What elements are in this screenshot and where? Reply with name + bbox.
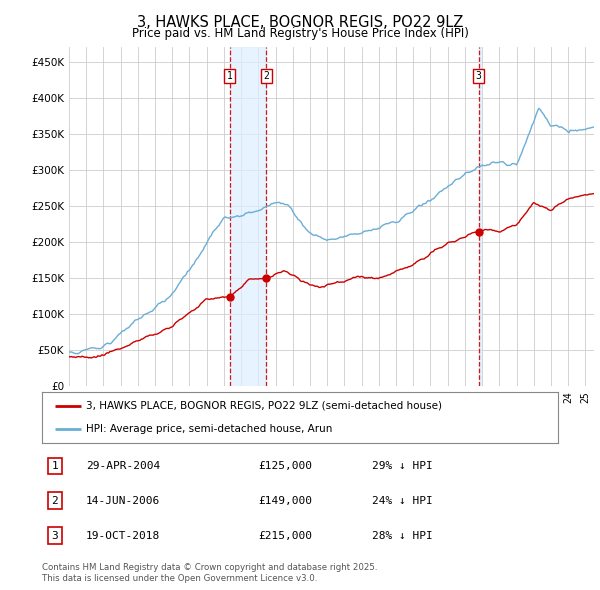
Text: £215,000: £215,000: [259, 531, 313, 540]
Text: £125,000: £125,000: [259, 461, 313, 471]
Text: 3: 3: [52, 531, 58, 540]
Bar: [479, 47, 481, 386]
Text: 29-APR-2004: 29-APR-2004: [86, 461, 160, 471]
Text: 29% ↓ HPI: 29% ↓ HPI: [372, 461, 433, 471]
Text: 2: 2: [263, 71, 269, 81]
Text: 1: 1: [52, 461, 58, 471]
Bar: [230, 47, 266, 386]
Text: 3, HAWKS PLACE, BOGNOR REGIS, PO22 9LZ (semi-detached house): 3, HAWKS PLACE, BOGNOR REGIS, PO22 9LZ (…: [86, 401, 442, 411]
Text: 3: 3: [476, 71, 482, 81]
Text: HPI: Average price, semi-detached house, Arun: HPI: Average price, semi-detached house,…: [86, 424, 332, 434]
Text: 1: 1: [227, 71, 233, 81]
Text: Contains HM Land Registry data © Crown copyright and database right 2025.
This d: Contains HM Land Registry data © Crown c…: [42, 563, 377, 583]
Text: 28% ↓ HPI: 28% ↓ HPI: [372, 531, 433, 540]
Text: Price paid vs. HM Land Registry's House Price Index (HPI): Price paid vs. HM Land Registry's House …: [131, 27, 469, 40]
Text: 2: 2: [52, 496, 58, 506]
Text: 24% ↓ HPI: 24% ↓ HPI: [372, 496, 433, 506]
Text: 19-OCT-2018: 19-OCT-2018: [86, 531, 160, 540]
Text: 3, HAWKS PLACE, BOGNOR REGIS, PO22 9LZ: 3, HAWKS PLACE, BOGNOR REGIS, PO22 9LZ: [137, 15, 463, 30]
Text: 14-JUN-2006: 14-JUN-2006: [86, 496, 160, 506]
Text: £149,000: £149,000: [259, 496, 313, 506]
